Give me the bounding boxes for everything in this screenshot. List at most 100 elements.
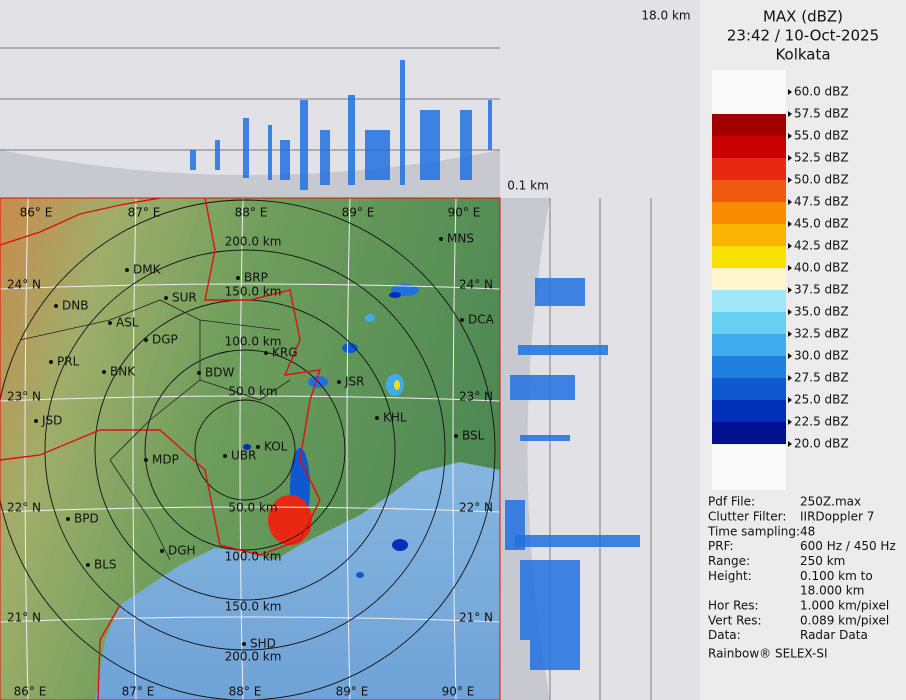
lon-label: 89° E (342, 206, 375, 220)
legend-label: 22.5 dBZ (794, 415, 849, 429)
city-label: SUR (172, 291, 197, 305)
legend-tick (788, 133, 792, 139)
legend-label: 27.5 dBZ (794, 371, 849, 385)
legend-swatch (712, 334, 786, 356)
city-label: DGP (152, 333, 178, 347)
site: Kolkata (775, 46, 830, 64)
info-key: Range: (708, 554, 750, 568)
echo (520, 560, 580, 640)
meridian (239, 198, 244, 700)
legend-swatch (712, 180, 786, 202)
city-label: KHL (383, 411, 407, 425)
legend-label: 32.5 dBZ (794, 327, 849, 341)
legend-label: 25.0 dBZ (794, 393, 849, 407)
city-dot (144, 338, 148, 342)
legend-tick (788, 265, 792, 271)
legend-tick (788, 353, 792, 359)
range-label: 150.0 km (225, 285, 282, 299)
city-label: DGH (168, 544, 196, 558)
range-ring (0, 199, 496, 700)
legend-swatch (712, 158, 786, 180)
legend-tick (788, 309, 792, 315)
range-label: 50.0 km (228, 385, 277, 399)
range-ring (194, 399, 296, 501)
parallel (0, 506, 500, 513)
legend-tick (788, 287, 792, 293)
legend-label: 60.0 dBZ (794, 85, 849, 99)
legend-panel: MAX (dBZ) 23:42 / 10-Oct-2025 Kolkata 60… (707, 8, 896, 661)
echo (243, 118, 249, 178)
height-label: 18.0 km (641, 9, 690, 23)
city-label: BDW (205, 366, 234, 380)
legend-label: 37.5 dBZ (794, 283, 849, 297)
range-label: 100.0 km (225, 550, 282, 564)
legend-label: 40.0 dBZ (794, 261, 849, 275)
echo (392, 539, 408, 551)
city-dot (125, 268, 129, 272)
city-dot (86, 563, 90, 567)
info-value: 600 Hz / 450 Hz (800, 539, 896, 553)
echo (190, 150, 196, 170)
lon-label: 87° E (128, 206, 161, 220)
info-key: Data: (708, 628, 741, 642)
city-label: BRP (244, 271, 268, 285)
legend-swatch (712, 290, 786, 312)
info-key: Height: (708, 569, 752, 583)
echo (365, 314, 375, 322)
echo (342, 343, 358, 353)
range-ring (44, 249, 446, 651)
info-value: Radar Data (800, 628, 868, 642)
legend-label: 30.0 dBZ (794, 349, 849, 363)
lon-label: 88° E (229, 685, 262, 699)
legend-label: 55.0 dBZ (794, 129, 849, 143)
parallel (0, 616, 500, 623)
legend-swatch (712, 400, 786, 422)
city-label: BPD (74, 512, 99, 526)
echo (420, 110, 440, 180)
legend-swatch (712, 312, 786, 334)
lat-label: 24° N (7, 278, 41, 292)
legend-swatch (712, 136, 786, 158)
map: 86° E 86° E 87° E 87° E 88° E 88° E 89° E 89° E… (0, 198, 500, 700)
info-value: 250Z.max (800, 495, 861, 509)
lat-label: 21° N (459, 611, 493, 625)
parallel (0, 395, 500, 402)
legend-tick (788, 375, 792, 381)
city-label: MDP (152, 453, 179, 467)
info-value: 0.100 km to (800, 569, 873, 583)
city-dot (34, 419, 38, 423)
height-label: 0.1 km (507, 179, 549, 193)
legend-tick (788, 177, 792, 183)
echo (488, 100, 492, 150)
lon-label: 86° E (20, 206, 53, 220)
city-label: KRG (272, 346, 298, 360)
info-key: PRF: (708, 539, 734, 553)
range-label: 200.0 km (225, 650, 282, 664)
legend-tick (788, 397, 792, 403)
echo (518, 345, 608, 355)
city-dot (375, 416, 379, 420)
lon-label: 90° E (448, 206, 481, 220)
city-label: UBR (231, 449, 256, 463)
legend-tick (788, 331, 792, 337)
legend-swatch (712, 202, 786, 224)
city-label: BLS (94, 558, 117, 572)
city-label: DNB (62, 299, 88, 313)
legend-tick (788, 221, 792, 227)
city-label: BSL (462, 429, 485, 443)
city-dot (439, 237, 443, 241)
side-section (500, 198, 700, 700)
echo (348, 95, 355, 185)
lon-label: 89° E (336, 685, 369, 699)
meridian (452, 198, 457, 700)
echo (268, 125, 272, 180)
city-label: ASL (116, 316, 139, 330)
echo (243, 444, 251, 450)
echo (510, 375, 575, 400)
city-dot (236, 276, 240, 280)
city-dot (197, 371, 201, 375)
legend-swatch (712, 246, 786, 268)
legend-tick (788, 111, 792, 117)
legend-swatch (712, 422, 786, 444)
city-dot (54, 304, 58, 308)
